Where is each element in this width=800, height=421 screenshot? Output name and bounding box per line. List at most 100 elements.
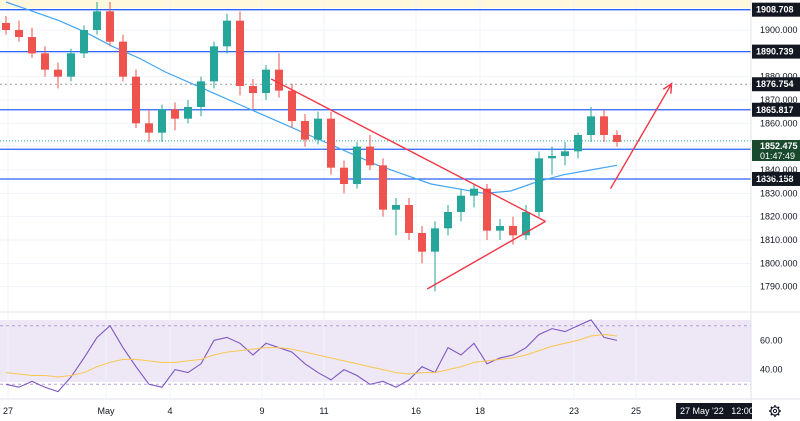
candle[interactable] (587, 107, 595, 142)
candle[interactable] (457, 188, 465, 222)
candle-body (28, 37, 36, 54)
level-badge-label: 1836.158 (756, 174, 794, 184)
candle[interactable] (600, 109, 608, 142)
time-tick-label: 4 (167, 406, 172, 416)
candle-body (509, 226, 517, 236)
candle[interactable] (275, 53, 283, 98)
candle[interactable] (548, 146, 556, 175)
candle-body (249, 86, 257, 93)
candle[interactable] (28, 27, 36, 58)
candle[interactable] (314, 111, 322, 145)
candle-body (535, 158, 543, 212)
level-badge (752, 171, 800, 186)
level-badges: 1908.7081890.7391865.8171848.8811836.158… (752, 2, 800, 186)
candle[interactable] (561, 142, 569, 166)
candle-body (587, 116, 595, 135)
rsi-axis[interactable]: 60.00 40.00 (760, 335, 783, 374)
candle[interactable] (145, 109, 153, 142)
candle[interactable] (444, 205, 452, 236)
candle[interactable] (613, 130, 621, 147)
candle[interactable] (288, 83, 296, 128)
candle[interactable] (2, 16, 10, 35)
candle[interactable] (171, 102, 179, 131)
candle[interactable] (327, 111, 335, 175)
candle[interactable] (93, 2, 101, 35)
price-tick-label: 1900.000 (760, 25, 798, 35)
candle-body (275, 69, 283, 91)
candle[interactable] (80, 25, 88, 58)
candle-body (314, 118, 322, 140)
current-price-label: 1852.475 (760, 141, 798, 151)
candle[interactable] (158, 104, 166, 142)
candle[interactable] (197, 76, 205, 117)
candle-body (483, 188, 491, 231)
candle-body (327, 118, 335, 168)
candle-body (522, 212, 530, 236)
candle-body (262, 69, 270, 93)
candle[interactable] (379, 158, 387, 217)
gear-icon[interactable] (769, 405, 781, 417)
candle-body (119, 41, 127, 77)
projection-line[interactable] (609, 83, 673, 190)
candle-body (353, 146, 361, 184)
candle[interactable] (353, 142, 361, 189)
time-tick-label: 16 (411, 406, 421, 416)
candle[interactable] (106, 2, 114, 47)
candle[interactable] (67, 48, 75, 82)
candle-body (392, 205, 400, 210)
candle-body (405, 205, 413, 233)
candle-body (496, 226, 504, 231)
candle[interactable] (535, 151, 543, 217)
candle[interactable] (496, 219, 504, 240)
candle[interactable] (41, 46, 49, 77)
candle[interactable] (210, 41, 218, 89)
horizontal-levels (0, 9, 751, 180)
level-badge-label: 1908.708 (756, 5, 794, 15)
candle[interactable] (54, 62, 62, 89)
candle-body (93, 11, 101, 31)
candle[interactable] (15, 20, 23, 42)
candle-body (41, 53, 49, 70)
candle[interactable] (366, 135, 374, 170)
rsi-panel (0, 319, 751, 393)
projection-arrowhead (662, 82, 673, 94)
candle[interactable] (483, 184, 491, 240)
candle[interactable] (223, 13, 231, 54)
candle-body (2, 23, 10, 30)
candle[interactable] (184, 100, 192, 124)
descending-trendline[interactable] (270, 78, 546, 222)
ascending-trendline[interactable] (426, 220, 546, 290)
candle-body (288, 90, 296, 121)
candle[interactable] (574, 132, 582, 159)
candle-body (171, 109, 179, 119)
time-tick-label: May (97, 406, 115, 416)
candle[interactable] (236, 11, 244, 96)
level-badge (752, 102, 800, 117)
candle[interactable] (301, 114, 309, 147)
candle[interactable] (431, 221, 439, 292)
candle-body (184, 107, 192, 119)
candle[interactable] (340, 160, 348, 194)
time-tick-label: 25 (631, 406, 641, 416)
candle-body (132, 76, 140, 124)
candle[interactable] (119, 34, 127, 82)
candle[interactable] (418, 226, 426, 264)
candle[interactable] (470, 184, 478, 208)
cursor-time-badge (676, 403, 752, 419)
time-tick-label: 9 (259, 406, 264, 416)
candle-body (613, 135, 621, 142)
candle[interactable] (249, 79, 257, 110)
candle-body (470, 188, 478, 196)
candle[interactable] (392, 198, 400, 236)
candle[interactable] (262, 65, 270, 100)
time-axis[interactable]: 27 May 4 9 11 16 18 23 25 (3, 406, 641, 416)
level-badge-label: 1890.739 (756, 47, 794, 57)
candle-body (236, 20, 244, 87)
candle[interactable] (132, 69, 140, 128)
candle-body (80, 30, 88, 54)
vertical-gridlines (0, 0, 751, 398)
candle[interactable] (405, 198, 413, 240)
price-tick-label: 1810.000 (760, 235, 798, 245)
price-tick-label: 1870.000 (760, 95, 798, 105)
